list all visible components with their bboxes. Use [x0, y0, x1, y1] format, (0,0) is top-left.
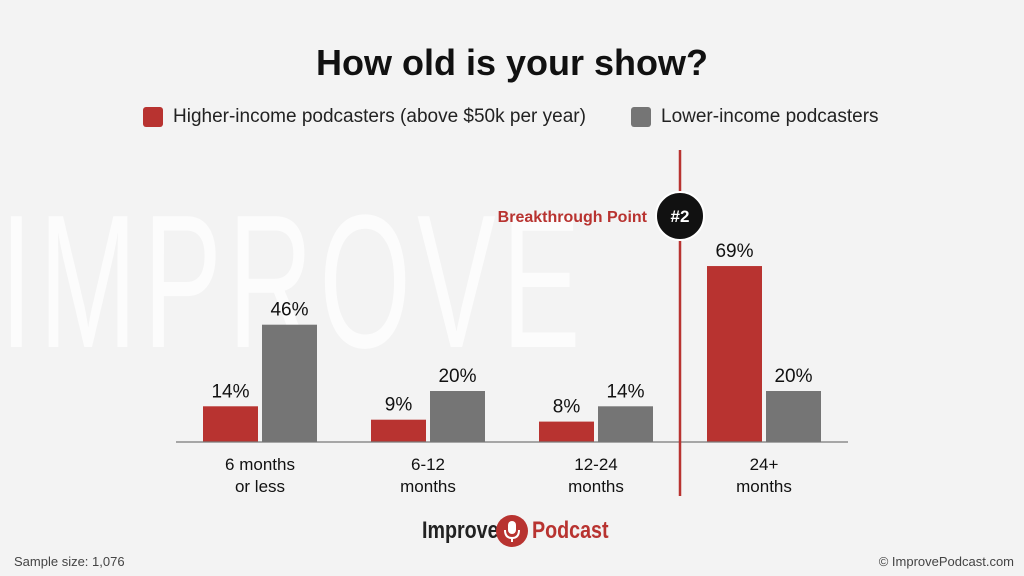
bar-lower-1 — [430, 391, 485, 442]
category-label-1-0: 6-12 — [411, 455, 445, 474]
data-label-higher-0: 14% — [211, 381, 249, 402]
category-label-3-0: 24+ — [750, 455, 779, 474]
category-label-0-1: or less — [235, 477, 285, 496]
data-label-higher-2: 8% — [553, 397, 581, 418]
legend-swatch-higher-income — [143, 107, 163, 127]
legend-swatch-lower-income — [631, 107, 651, 127]
data-label-lower-1: 20% — [438, 366, 476, 387]
improve-podcast-logo: Improve Podcast — [418, 513, 609, 551]
breakthrough-label: Breakthrough Point — [498, 209, 648, 226]
legend-item-lower-income: Lower-income podcasters — [631, 106, 879, 128]
logo-word-podcast: Podcast — [532, 517, 609, 544]
data-label-higher-1: 9% — [385, 395, 413, 416]
breakthrough-badge — [655, 191, 705, 241]
breakthrough-badge-text: #2 — [671, 207, 690, 226]
data-label-higher-3: 69% — [715, 241, 753, 262]
microphone-icon — [496, 515, 528, 547]
bar-lower-3 — [766, 391, 821, 442]
category-label-2-1: months — [568, 477, 624, 496]
data-label-lower-2: 14% — [606, 381, 644, 402]
bar-lower-0 — [262, 324, 317, 442]
legend: Higher-income podcasters (above $50k per… — [0, 106, 1024, 132]
legend-label-higher-income: Higher-income podcasters (above $50k per… — [173, 106, 586, 127]
bar-higher-1 — [371, 419, 426, 442]
bar-higher-3 — [707, 266, 762, 442]
copyright: © ImprovePodcast.com — [878, 554, 1014, 569]
legend-label-lower-income: Lower-income podcasters — [661, 106, 879, 127]
data-label-lower-3: 20% — [774, 366, 812, 387]
category-label-0-0: 6 months — [225, 455, 295, 474]
bar-higher-2 — [539, 421, 594, 442]
sample-size: Sample size: 1,076 — [14, 554, 125, 569]
data-label-lower-0: 46% — [270, 300, 308, 321]
category-label-1-1: months — [400, 477, 456, 496]
category-label-3-1: months — [736, 477, 792, 496]
category-label-2-0: 12-24 — [574, 455, 617, 474]
logo-word-improve: Improve — [422, 517, 499, 544]
bar-lower-2 — [598, 406, 653, 442]
legend-item-higher-income: Higher-income podcasters (above $50k per… — [143, 106, 586, 128]
chart-title: How old is your show? — [315, 42, 708, 83]
bar-higher-0 — [203, 406, 258, 442]
